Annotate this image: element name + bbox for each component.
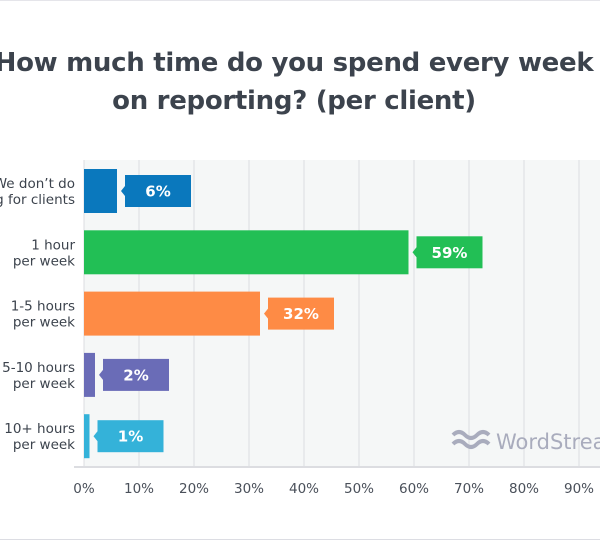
category-label: per week [13, 315, 75, 331]
x-tick-label: 70% [454, 481, 484, 497]
bar [84, 414, 90, 459]
category-label: 1 hour [31, 237, 75, 253]
x-tick-label: 60% [399, 481, 429, 497]
chart-title-line-1: How much time do you spend every week [0, 48, 594, 78]
x-tick-label: 30% [234, 481, 264, 497]
data-label-pointer [412, 247, 417, 258]
category-label: 1-5 hours [11, 299, 75, 315]
category-label: per week [13, 376, 75, 392]
data-label-box [97, 420, 164, 453]
x-tick-label: 0% [73, 481, 95, 497]
x-tick-label: 10% [124, 481, 154, 497]
data-label-pointer [121, 186, 125, 196]
top-border [0, 0, 600, 1]
x-tick-label: 20% [179, 481, 209, 497]
data-label: 6% [145, 183, 170, 201]
chart-title-line-2: on reporting? (per client) [112, 86, 476, 116]
x-tick-label: 90% [564, 481, 594, 497]
category-label: per week [13, 437, 75, 453]
data-label-pointer [99, 369, 103, 380]
bottom-border [0, 539, 600, 540]
data-label-pointer [93, 431, 98, 442]
bar [84, 230, 409, 275]
data-label: 1% [118, 428, 143, 446]
x-tick-label: 80% [509, 481, 539, 497]
category-label: 5-10 hours [2, 360, 75, 376]
x-tick-label: 40% [289, 481, 319, 497]
data-label-box [125, 175, 191, 207]
wordstream-logo-icon [451, 430, 491, 449]
data-label-pointer [264, 308, 268, 319]
data-label-box [268, 297, 334, 330]
watermark-text: WordStream [496, 430, 600, 454]
bar [84, 291, 260, 336]
category-label: We don’t do [0, 176, 75, 192]
bar [84, 352, 95, 397]
data-label-box [103, 358, 169, 391]
data-label-box [416, 236, 483, 269]
x-tick-label: 50% [344, 481, 374, 497]
data-label: 32% [283, 305, 319, 323]
data-label: 59% [432, 244, 468, 262]
category-label: reporting for clients [0, 192, 75, 208]
bar [84, 169, 117, 213]
data-label: 2% [123, 366, 148, 384]
category-label: per week [13, 253, 75, 269]
category-label: 10+ hours [4, 421, 75, 437]
